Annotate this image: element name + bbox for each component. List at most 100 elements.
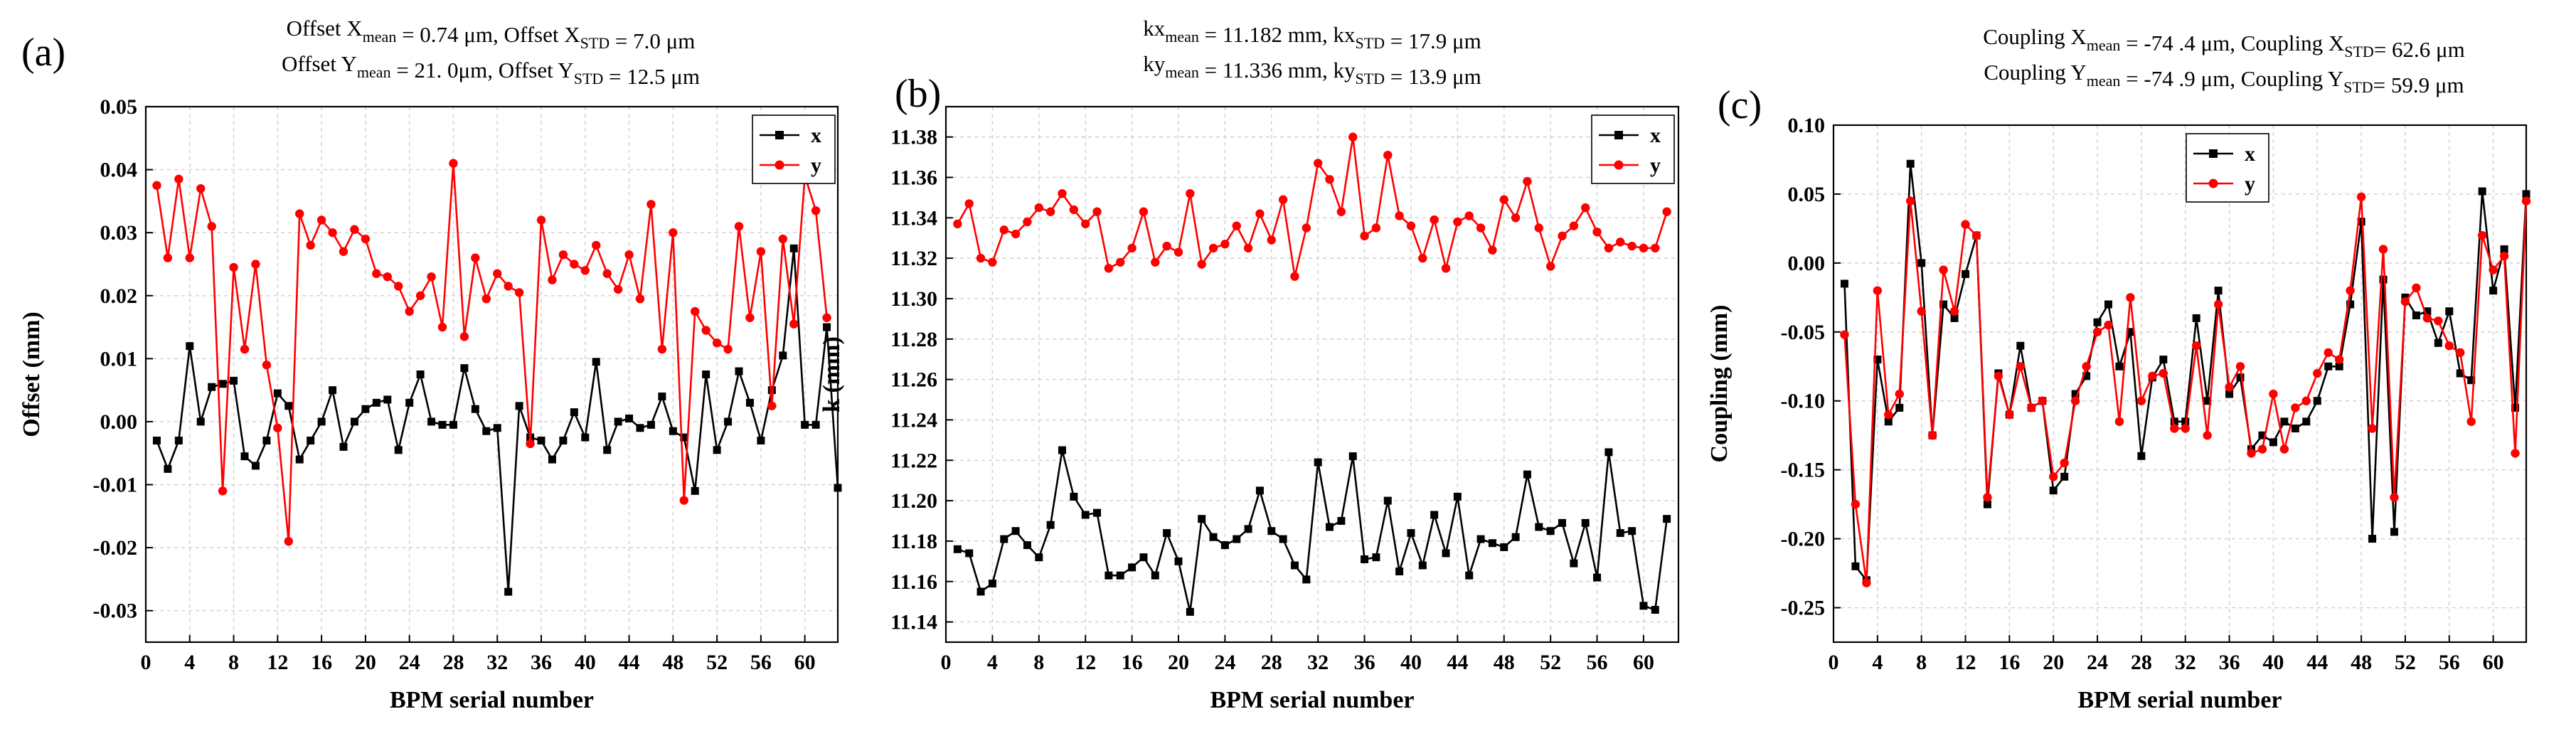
point-y <box>2400 297 2410 306</box>
point-y <box>1243 243 1253 253</box>
stats-subscript: mean <box>1165 28 1199 46</box>
x-tick-label: 32 <box>486 651 508 674</box>
point-y <box>624 250 634 260</box>
point-x <box>2280 417 2289 426</box>
stats-subscript: mean <box>1165 63 1199 81</box>
point-x <box>2379 275 2388 284</box>
point-y <box>1162 241 1171 251</box>
x-tick-label: 28 <box>2131 651 2152 674</box>
point-y <box>152 181 161 190</box>
point-x <box>471 405 479 413</box>
point-y <box>415 291 425 300</box>
point-x <box>2368 535 2377 543</box>
point-x <box>767 386 776 395</box>
point-y <box>1862 578 1871 587</box>
stats-text: = 11.336 mm, ky <box>1199 58 1356 82</box>
x-tick-label: 40 <box>2262 651 2284 674</box>
point-x <box>1488 539 1496 548</box>
stats-subscript: STD <box>580 34 610 52</box>
point-y <box>1884 410 1893 420</box>
y-tick-label: 11.20 <box>890 489 937 513</box>
point-y <box>1092 207 1102 216</box>
y-tick-label: 0.02 <box>100 284 138 308</box>
point-x <box>2214 287 2223 295</box>
point-x <box>164 464 172 473</box>
point-y <box>1290 272 1299 281</box>
y-tick-label: -0.03 <box>93 599 138 623</box>
point-y <box>350 225 359 234</box>
point-y <box>526 439 535 449</box>
point-x <box>1604 448 1613 457</box>
point-x <box>636 424 644 432</box>
y-tick-label: 11.32 <box>890 247 937 270</box>
point-x <box>482 427 491 435</box>
point-y <box>592 240 601 250</box>
x-tick-label: 36 <box>1354 651 1375 674</box>
point-x <box>251 462 260 470</box>
point-y <box>207 222 216 231</box>
stats-line-2: kymean = 11.336 mm, kySTD = 13.9 μm <box>1143 51 1481 89</box>
point-y <box>2324 348 2333 358</box>
point-y <box>2511 449 2520 458</box>
point-x <box>2489 287 2498 295</box>
point-y <box>646 200 656 209</box>
point-y <box>964 199 974 208</box>
stats-subscript: STD <box>2343 78 2373 96</box>
point-x <box>2500 245 2508 253</box>
point-y <box>2235 362 2245 371</box>
x-tick-label: 20 <box>355 651 376 674</box>
point-x <box>1983 500 1991 508</box>
point-x <box>1873 356 1882 364</box>
y-tick-label: 0.01 <box>100 347 138 370</box>
point-y <box>2356 192 2366 202</box>
point-y <box>328 228 337 238</box>
legend-label-y: y <box>811 154 821 177</box>
point-y <box>1523 176 1532 186</box>
point-y <box>789 319 799 329</box>
point-y <box>1441 264 1451 273</box>
y-tick-label: 0.03 <box>100 221 138 245</box>
point-x <box>284 402 293 410</box>
point-y <box>635 294 645 304</box>
stats-text: Offset Y <box>282 51 357 76</box>
plot-frame <box>944 105 1680 644</box>
point-y <box>2489 265 2498 274</box>
x-tick-label: 24 <box>1214 651 1235 674</box>
stats-text: = 21. 0μm, Offset Y <box>391 58 574 82</box>
point-x <box>1840 279 1848 288</box>
point-y <box>2521 196 2531 206</box>
point-x <box>230 376 238 385</box>
y-tick-label: 0.05 <box>100 95 138 119</box>
x-tick-label: 60 <box>794 651 816 674</box>
point-x <box>1011 527 1020 535</box>
x-tick-label: 28 <box>442 651 464 674</box>
stats-text: Coupling X <box>1983 24 2087 49</box>
y-tick-label: 0.00 <box>100 410 138 434</box>
point-y <box>2038 396 2047 405</box>
x-tick-label: 36 <box>2219 651 2240 674</box>
point-y <box>1651 243 1660 253</box>
point-y <box>449 159 458 168</box>
point-y <box>273 423 282 432</box>
point-x <box>405 398 414 407</box>
point-y <box>2434 316 2443 326</box>
point-y <box>1360 231 1369 241</box>
point-x <box>2258 431 2267 439</box>
point-y <box>2049 472 2058 481</box>
x-tick-label: 56 <box>750 651 772 674</box>
point-y <box>2247 449 2256 458</box>
point-x <box>1523 470 1531 479</box>
point-y <box>2191 341 2201 351</box>
point-x <box>1628 527 1636 535</box>
point-x <box>592 358 600 366</box>
stats-text: Coupling Y <box>1984 60 2086 85</box>
point-y <box>1023 217 1032 227</box>
point-x <box>1267 527 1276 535</box>
x-tick-label: 16 <box>1998 651 2020 674</box>
y-tick-label: -0.15 <box>1781 459 1826 482</box>
y-tick-label: 0.10 <box>1788 114 1826 137</box>
x-tick-label: 32 <box>1307 651 1329 674</box>
point-y <box>723 344 733 354</box>
point-x <box>427 417 436 426</box>
stats-subscript: STD <box>1355 70 1385 87</box>
